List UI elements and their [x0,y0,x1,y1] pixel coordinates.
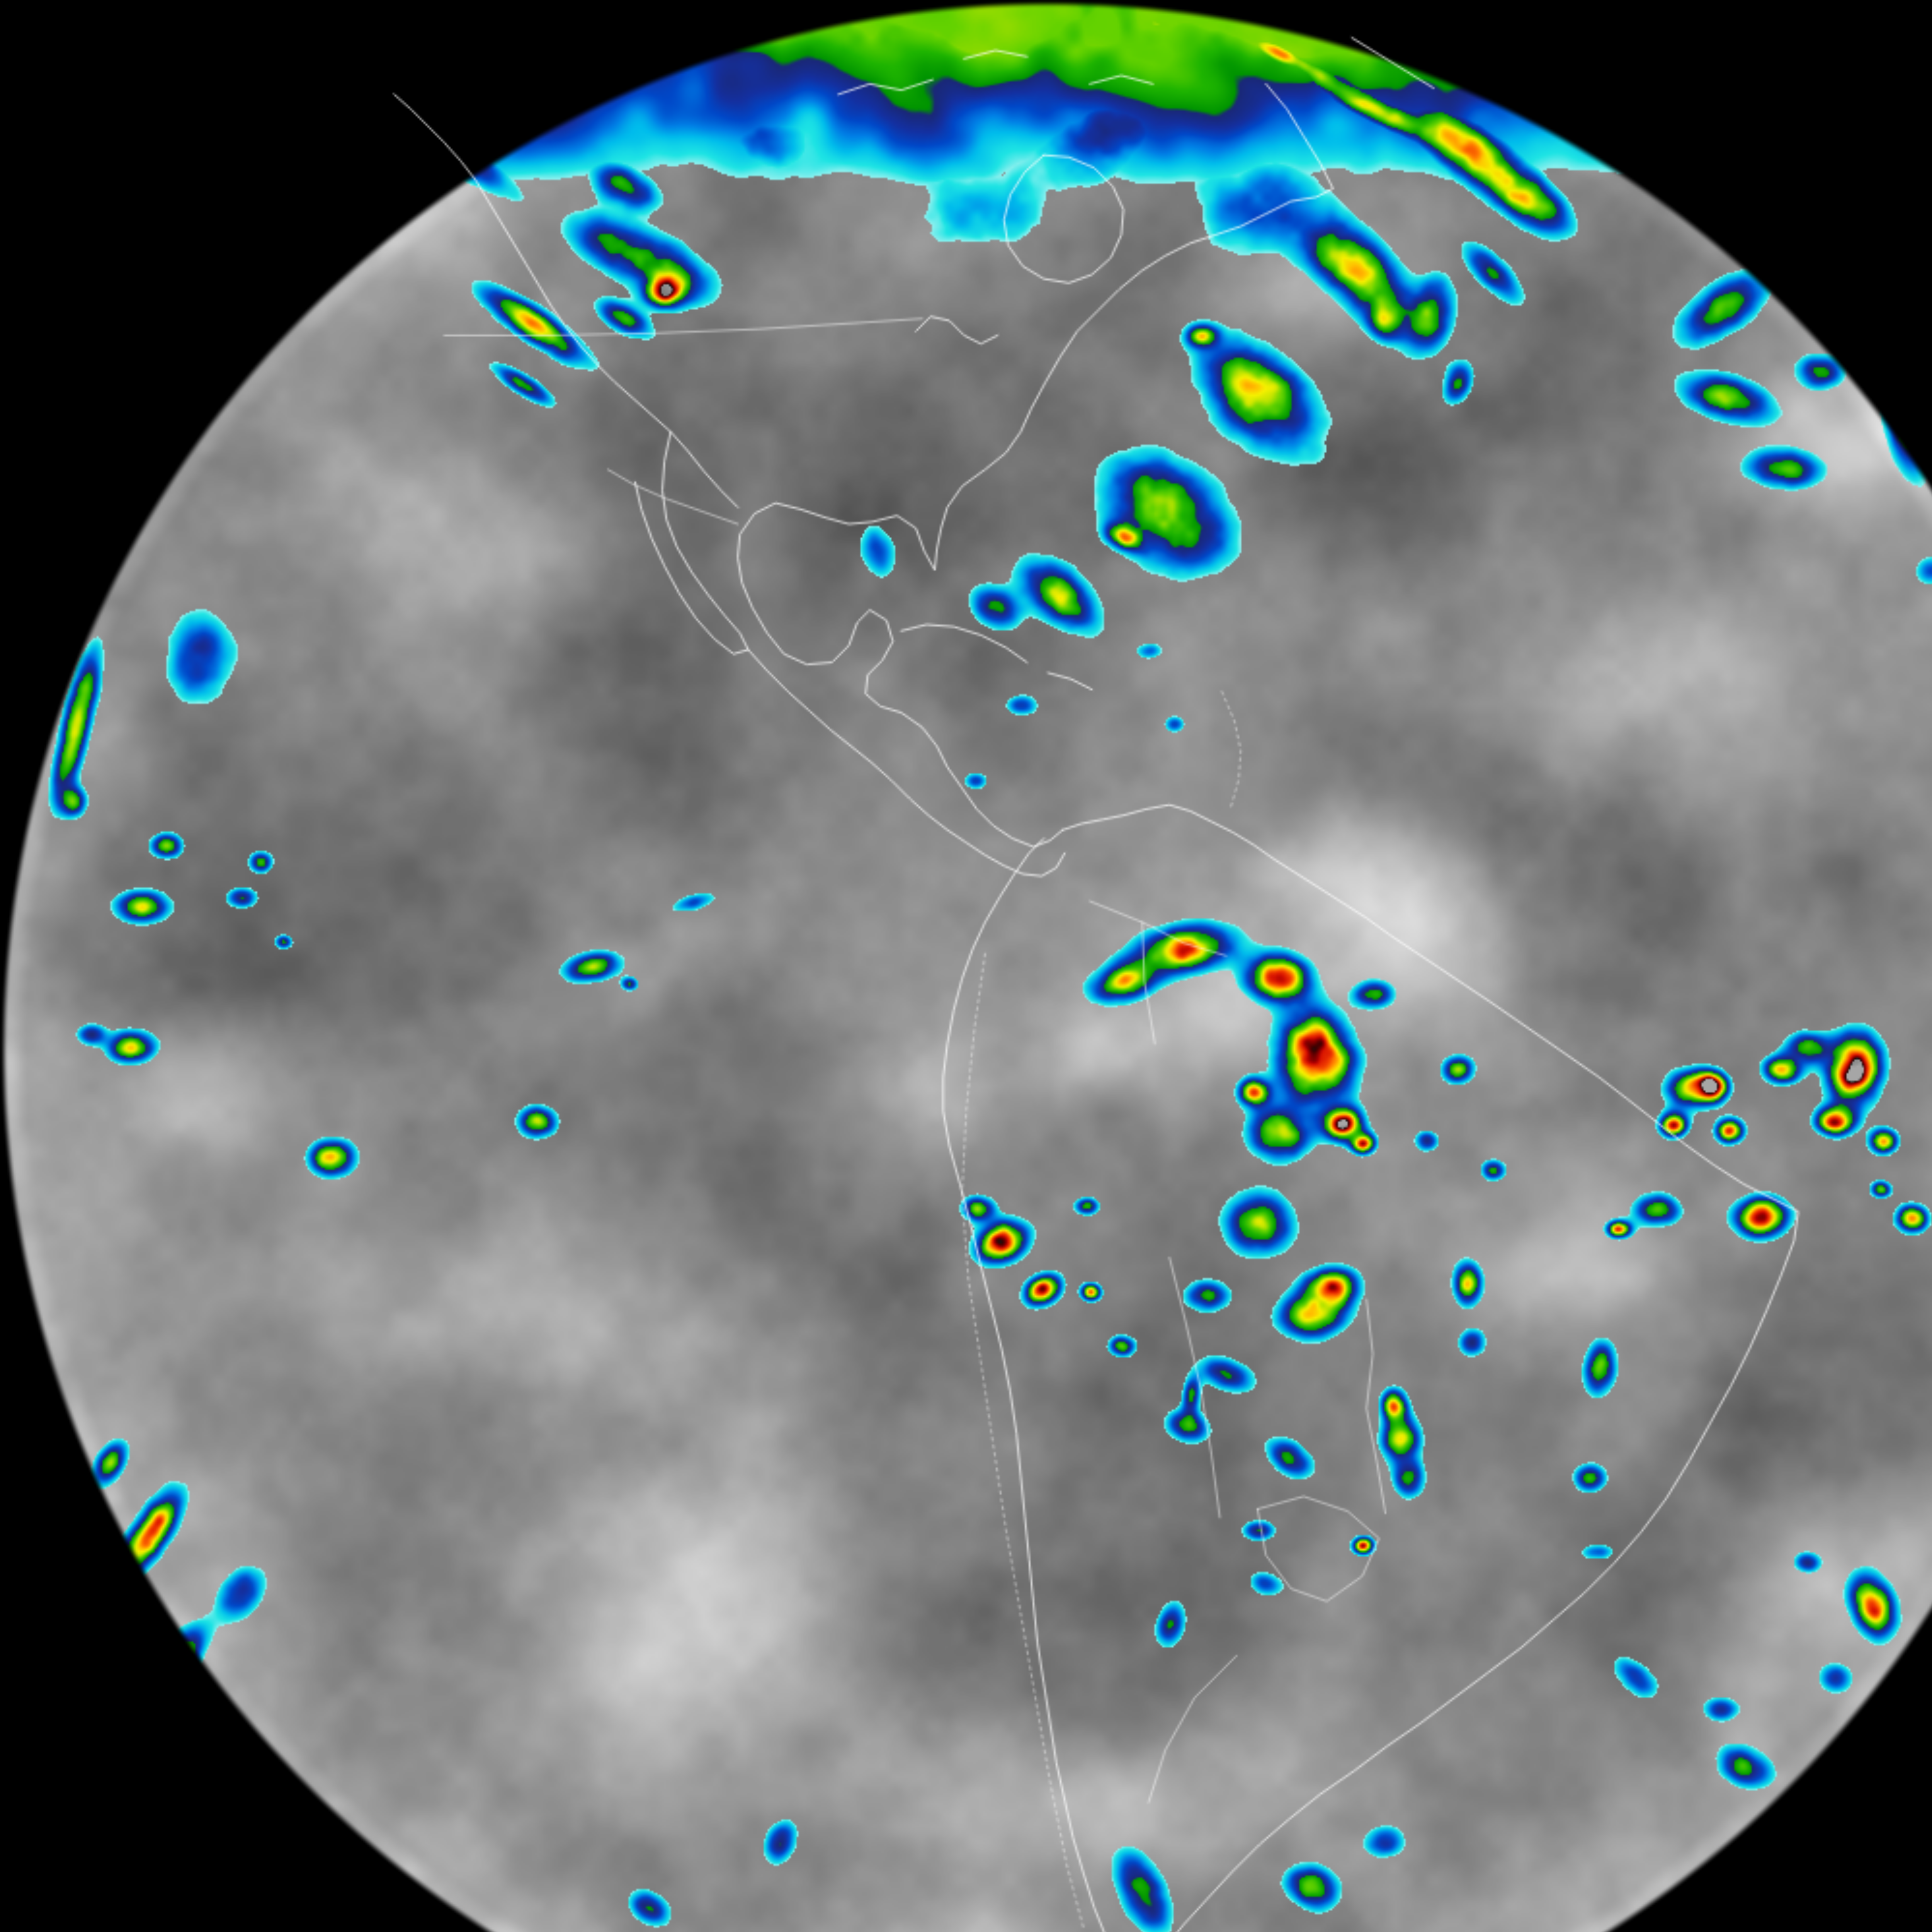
earth-full-disk-canvas [0,0,1932,1932]
satellite-image-viewport [0,0,1932,1932]
